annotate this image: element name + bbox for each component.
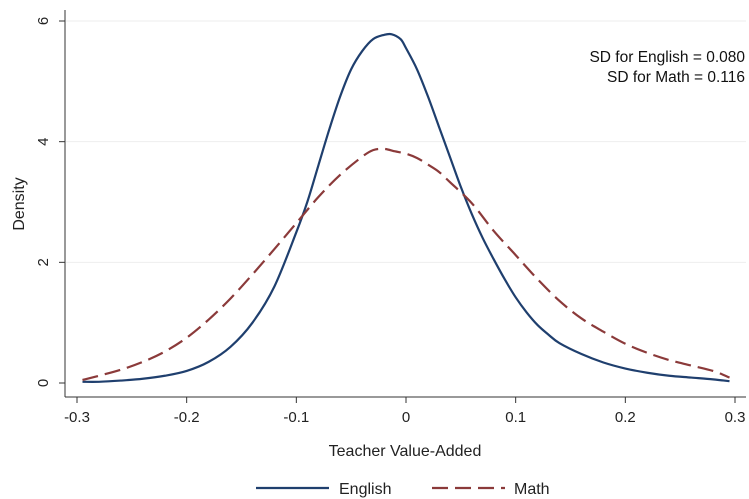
y-axis-title: Density [11, 177, 28, 230]
annotation-sd-math: SD for Math = 0.116 [607, 69, 745, 86]
y-tick-label: 0 [35, 379, 52, 387]
x-axis-title: Teacher Value-Added [329, 443, 482, 460]
series-lines [82, 32, 730, 383]
legend: English Math [256, 481, 550, 498]
x-tick-label: -0.3 [64, 409, 90, 426]
x-tick-label: 0.2 [615, 409, 636, 426]
y-ticks: 0 2 4 6 [35, 17, 65, 387]
x-tick-label: 0 [402, 409, 410, 426]
y-tick-label: 4 [35, 137, 52, 145]
x-tick-label: -0.2 [174, 409, 200, 426]
y-tick-label: 6 [35, 17, 52, 25]
y-tick-label: 2 [35, 258, 52, 266]
series-line-english [82, 32, 730, 383]
grid-lines [66, 20, 746, 263]
x-ticks: -0.3 -0.2 -0.1 0 0.1 0.2 0.3 [64, 397, 745, 426]
x-tick-label: -0.1 [283, 409, 309, 426]
legend-label-math: Math [514, 481, 550, 498]
x-tick-label: 0.1 [505, 409, 526, 426]
x-tick-label: 0.3 [725, 409, 746, 426]
legend-label-english: English [339, 481, 391, 498]
annotation-sd-english: SD for English = 0.080 [589, 49, 745, 66]
